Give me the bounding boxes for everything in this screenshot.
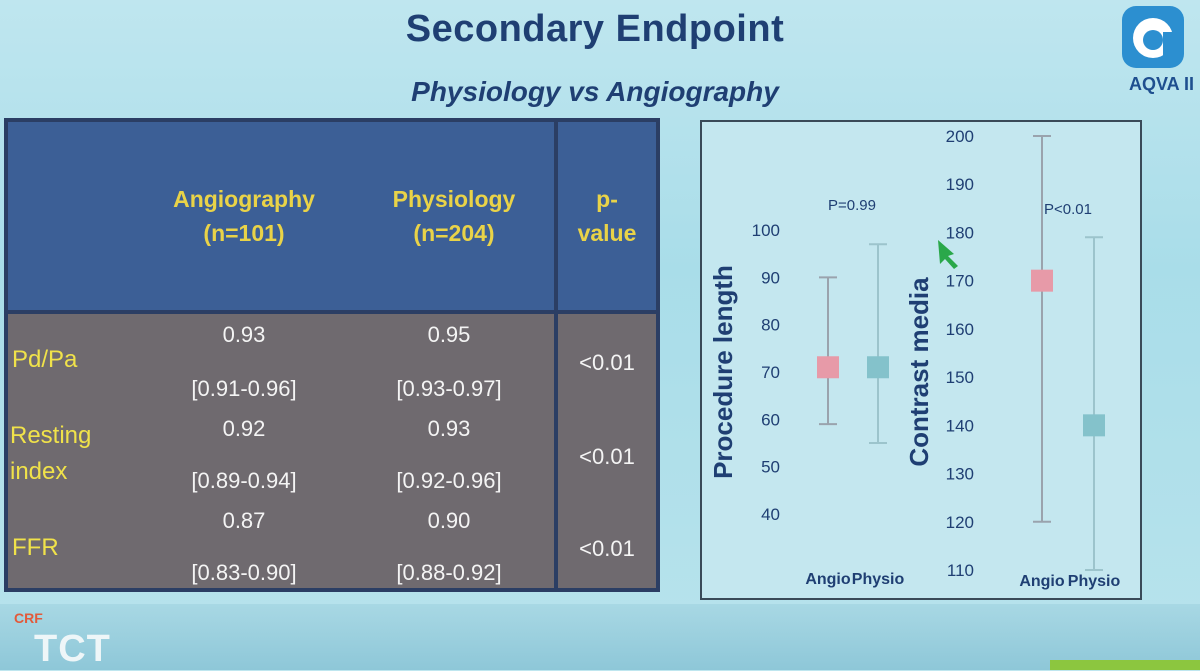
physio-value: 0.90 [427,508,471,533]
p-value-annotation: P=0.99 [828,197,876,214]
category-label: Physio [1068,573,1121,590]
logo-text: AQVA II [1128,74,1194,94]
slide-subtitle: Physiology vs Angiography [411,76,779,107]
tick-label: 180 [946,223,974,242]
tick-label: 100 [752,221,780,240]
angio-ci: [0.91-0.96] [191,376,297,401]
slide-title: Secondary Endpoint [405,8,785,50]
physio-ci: [0.93-0.97] [396,376,502,401]
physio-value: 0.95 [427,322,471,347]
angio-ci: [0.83-0.90] [191,560,297,585]
tick-label: 80 [761,316,780,335]
corner-bar [1050,660,1200,670]
table-body-right [558,314,656,588]
footer-band [0,604,1200,670]
tick-label: 130 [946,465,974,484]
p-value: <0.01 [579,536,635,561]
table-header-right [558,122,656,310]
tick-label: 170 [946,272,974,291]
tick-label: 60 [761,410,780,429]
physio-ci: [0.92-0.96] [396,468,502,493]
table-header-left [8,122,554,310]
tick-label: 150 [946,368,974,387]
row-label-index: index [10,458,68,485]
tick-label: 190 [946,175,974,194]
forest-charts: Procedure length 40 50 60 70 80 90 100 P=0.99 Ang… [708,127,1121,590]
point-marker [1031,269,1053,292]
category-label: Angio [805,571,851,588]
angio-value: 0.92 [222,416,266,441]
tick-label: 160 [946,320,974,339]
angio-value: 0.87 [222,508,266,533]
point-marker [817,356,839,379]
p-value: <0.01 [579,444,635,469]
p-value-annotation: P<0.01 [1044,201,1092,218]
angio-ci: [0.89-0.94] [191,468,297,493]
results-table: Angiography (n=101) Physiology (n=204) p-v… [4,118,660,592]
row-label-resting: Resting [10,422,92,449]
crf-label: CRF [14,610,43,626]
tick-label: 140 [946,416,974,435]
header-physiology: Physiology (n=204) [392,186,516,246]
row-label-ffr: FFR [12,534,59,561]
cursor-arrow-icon [938,240,958,269]
tick-label: 200 [946,127,974,146]
y-axis-label: Contrast media [904,277,934,467]
tick-label: 70 [761,363,780,382]
tick-label: 50 [761,458,780,477]
aqva-logo-icon [1122,6,1184,68]
physio-ci: [0.88-0.92] [396,560,502,585]
category-label: Angio [1019,573,1065,590]
tick-label: 120 [946,513,974,532]
table-body-left [8,314,554,588]
header-angiography: Angiography (n=101) [173,186,315,246]
p-value: <0.01 [579,350,635,375]
header-p-value: p-value [577,186,637,246]
y-axis-label: Procedure length [708,265,738,479]
tick-label: 90 [761,268,780,287]
category-label: Physio [852,571,905,588]
tick-label: 40 [761,505,780,524]
row-label-pdpa: Pd/Pa [12,346,78,373]
point-marker [867,356,889,379]
chart-panel: Procedure length 40 50 60 70 80 90 100 P=0.99 Ang… [700,120,1142,600]
angio-value: 0.93 [222,322,266,347]
point-marker [1083,414,1105,437]
tick-label: 110 [947,561,974,580]
tct-logo: TCT [34,628,111,670]
physio-value: 0.93 [427,416,471,441]
